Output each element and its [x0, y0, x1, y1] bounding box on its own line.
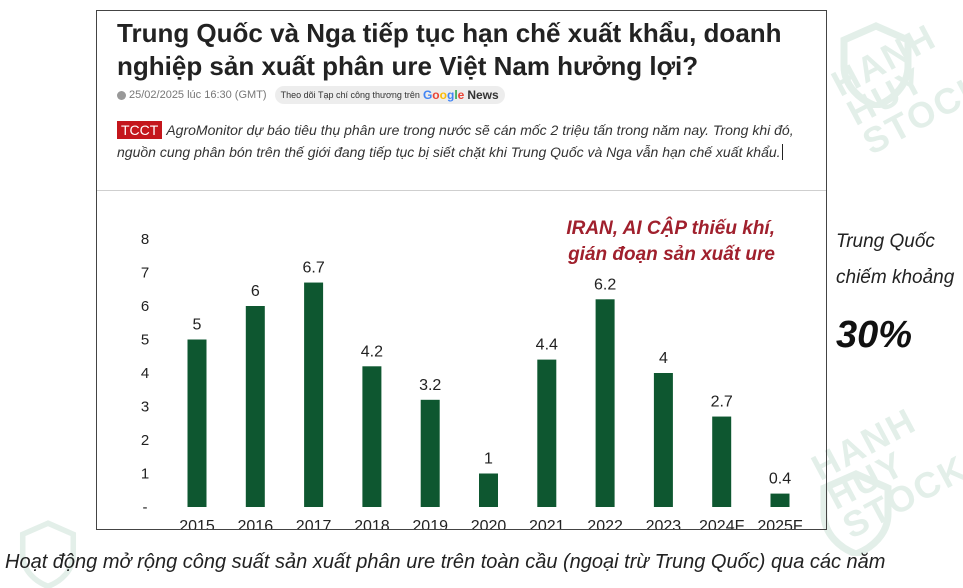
- article-title: Trung Quốc và Nga tiếp tục hạn chế xuất …: [117, 18, 782, 81]
- data-label-2017: 6.7: [302, 260, 324, 277]
- bar-2015: [187, 339, 207, 507]
- x-tick-label-2025F: 2025F: [757, 518, 803, 529]
- y-tick-label-6: 6: [141, 298, 149, 315]
- watermark-shield-icon: [840, 22, 912, 108]
- bar-2020: [479, 473, 498, 507]
- data-label-2019: 3.2: [419, 377, 441, 394]
- x-tick-label-2022: 2022: [587, 518, 623, 529]
- y-tick-label--: -: [143, 499, 148, 516]
- follow-text: Theo dõi Tạp chí công thương trên: [280, 90, 420, 100]
- bar-2023: [653, 373, 673, 507]
- x-tick-label-2018: 2018: [354, 518, 390, 529]
- article-meta: 25/02/2025 lúc 16:30 (GMT) Theo dõi Tạp …: [117, 86, 505, 104]
- y-tick-label-5: 5: [141, 332, 149, 349]
- google-logo: Google: [422, 88, 465, 102]
- data-label-2022: 6.2: [594, 276, 616, 293]
- article-date: 25/02/2025 lúc 16:30 (GMT): [129, 89, 267, 101]
- y-tick-label-8: 8: [141, 231, 149, 248]
- data-label-2015: 5: [193, 317, 202, 334]
- tcct-tag: TCCT: [117, 121, 163, 139]
- bar-2019: [420, 399, 440, 507]
- data-label-2025F: 0.4: [769, 471, 791, 488]
- x-tick-label-2021: 2021: [529, 518, 565, 529]
- x-tick-label-2017: 2017: [296, 518, 332, 529]
- watermark-shield-icon-bottom: [820, 470, 892, 556]
- bar-2024F: [712, 416, 732, 507]
- bar-2021: [537, 359, 557, 507]
- article-header: Trung Quốc và Nga tiếp tục hạn chế xuất …: [97, 11, 826, 191]
- bar-2025F: [770, 493, 790, 507]
- y-tick-label-3: 3: [141, 399, 149, 416]
- ure-capacity-bar-chart: - 1 2 3 4 5 6 7 8 5 2015 6 2016 6.7 2017 4.2 2018 3.2 2019…: [141, 217, 803, 529]
- article-lead-text: AgroMonitor dự báo tiêu thụ phân ure tro…: [117, 122, 794, 160]
- y-tick-label-7: 7: [141, 265, 149, 282]
- bar-2016: [245, 306, 265, 507]
- news-label: News: [467, 88, 499, 102]
- x-tick-label-2023: 2023: [646, 518, 682, 529]
- chart-annotation-line1: IRAN, AI CẬP thiếu khí,: [566, 217, 775, 239]
- data-label-2016: 6: [251, 283, 260, 300]
- x-tick-label-2020: 2020: [471, 518, 507, 529]
- side-note-line2: chiếm khoảng: [836, 267, 955, 288]
- follow-google-news-button[interactable]: Theo dõi Tạp chí công thương trên Google…: [274, 86, 505, 104]
- x-tick-label-2024F: 2024F: [699, 518, 745, 529]
- data-label-2021: 4.4: [536, 337, 558, 354]
- bar-2018: [362, 366, 382, 507]
- data-label-2018: 4.2: [361, 343, 383, 360]
- side-note-line1: Trung Quốc: [836, 231, 935, 252]
- screenshot-frame: Trung Quốc và Nga tiếp tục hạn chế xuất …: [96, 10, 827, 530]
- y-tick-label-2: 2: [141, 432, 149, 449]
- bar-2022: [595, 299, 615, 507]
- article-lead: TCCT AgroMonitor dự báo tiêu thụ phân ure…: [117, 119, 812, 163]
- clock-icon: [117, 90, 126, 100]
- x-tick-label-2019: 2019: [412, 518, 448, 529]
- side-note-value: 30%: [836, 314, 913, 356]
- text-cursor: [781, 144, 783, 160]
- chart-annotation-line2: gián đoạn sản xuất ure: [567, 244, 775, 265]
- bar-2017: [304, 282, 324, 507]
- data-label-2024F: 2.7: [711, 394, 733, 411]
- y-tick-label-4: 4: [141, 365, 149, 382]
- data-label-2023: 4: [659, 350, 668, 367]
- x-tick-label-2015: 2015: [179, 518, 215, 529]
- y-tick-label-1: 1: [141, 466, 149, 483]
- data-label-2020: 1: [484, 451, 493, 468]
- watermark-shield-icon-left: [19, 520, 77, 588]
- x-tick-label-2016: 2016: [238, 518, 274, 529]
- figure-caption: Hoạt động mở rộng công suất sản xuất phâ…: [5, 551, 886, 573]
